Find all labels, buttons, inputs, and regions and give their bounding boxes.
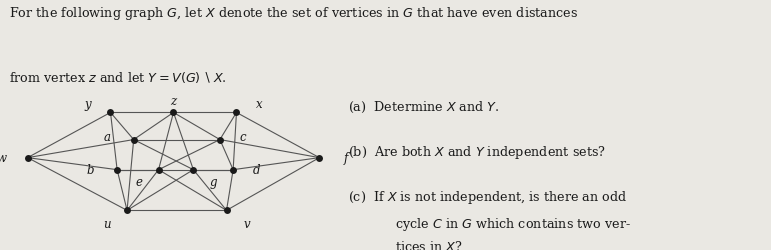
Text: (c)  If $X$ is not independent, is there an odd: (c) If $X$ is not independent, is there …: [348, 188, 627, 205]
Text: y: y: [84, 98, 90, 110]
Text: c: c: [240, 130, 247, 143]
Text: (b)  Are both $X$ and $Y$ independent sets?: (b) Are both $X$ and $Y$ independent set…: [348, 143, 606, 160]
Text: w: w: [0, 152, 6, 164]
Text: x: x: [257, 98, 263, 110]
Text: d: d: [253, 164, 260, 176]
Text: (a)  Determine $X$ and $Y$.: (a) Determine $X$ and $Y$.: [348, 100, 500, 114]
Text: f: f: [344, 152, 348, 164]
Text: tices in $X$?: tices in $X$?: [395, 239, 463, 250]
Text: For the following graph $G$, let $X$ denote the set of vertices in $G$ that have: For the following graph $G$, let $X$ den…: [9, 5, 578, 22]
Text: v: v: [243, 218, 250, 230]
Text: z: z: [170, 94, 177, 108]
Text: e: e: [135, 176, 142, 188]
Text: from vertex $z$ and let $Y = V(G) \setminus X$.: from vertex $z$ and let $Y = V(G) \setmi…: [9, 70, 227, 85]
Text: u: u: [103, 218, 111, 230]
Text: cycle $C$ in $G$ which contains two ver-: cycle $C$ in $G$ which contains two ver-: [395, 215, 631, 232]
Text: g: g: [210, 176, 217, 188]
Text: b: b: [87, 164, 94, 176]
Text: a: a: [103, 130, 111, 143]
